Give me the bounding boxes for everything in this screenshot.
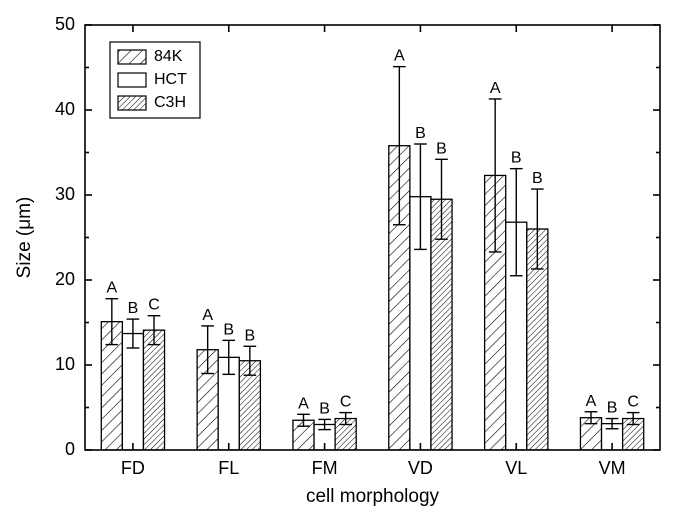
x-tick-label: FL [218,458,239,478]
y-tick-label: 40 [55,99,75,119]
sig-letter: B [244,327,255,344]
grouped-bar-chart: 01020304050FDABCFLABBFMABCVDABBVLABBVMAB… [0,0,685,523]
sig-letter: A [298,395,309,412]
sig-letter: A [490,80,501,97]
sig-letter: C [340,394,352,411]
sig-letter: A [106,280,117,297]
legend-label: 84K [154,48,183,65]
x-tick-label: FM [312,458,338,478]
sig-letter: B [223,321,234,338]
y-tick-label: 20 [55,269,75,289]
y-tick-label: 0 [65,439,75,459]
y-tick-label: 10 [55,354,75,374]
y-tick-label: 50 [55,14,75,34]
legend-swatch [118,96,146,110]
legend-label: C3H [154,94,186,111]
sig-letter: B [319,400,330,417]
bar [122,334,143,450]
x-tick-label: VL [505,458,527,478]
sig-letter: A [202,307,213,324]
sig-letter: B [436,140,447,157]
sig-letter: C [148,297,160,314]
sig-letter: B [128,300,139,317]
legend-label: HCT [154,71,187,88]
sig-letter: B [511,150,522,167]
sig-letter: A [586,393,597,410]
sig-letter: B [607,400,618,417]
y-axis-label: Size (μm) [14,197,35,279]
x-tick-label: VM [599,458,626,478]
chart-container: 01020304050FDABCFLABBFMABCVDABBVLABBVMAB… [0,0,685,523]
x-axis-label: cell morphology [306,486,440,507]
sig-letter: C [627,394,639,411]
legend: 84K HCT C3H [110,42,200,118]
y-tick-label: 30 [55,184,75,204]
x-tick-label: FD [121,458,145,478]
sig-letter: A [394,48,405,65]
bar [143,330,164,450]
legend-swatch [118,73,146,87]
x-tick-label: VD [408,458,433,478]
legend-swatch [118,50,146,64]
sig-letter: B [532,170,543,187]
sig-letter: B [415,125,426,142]
